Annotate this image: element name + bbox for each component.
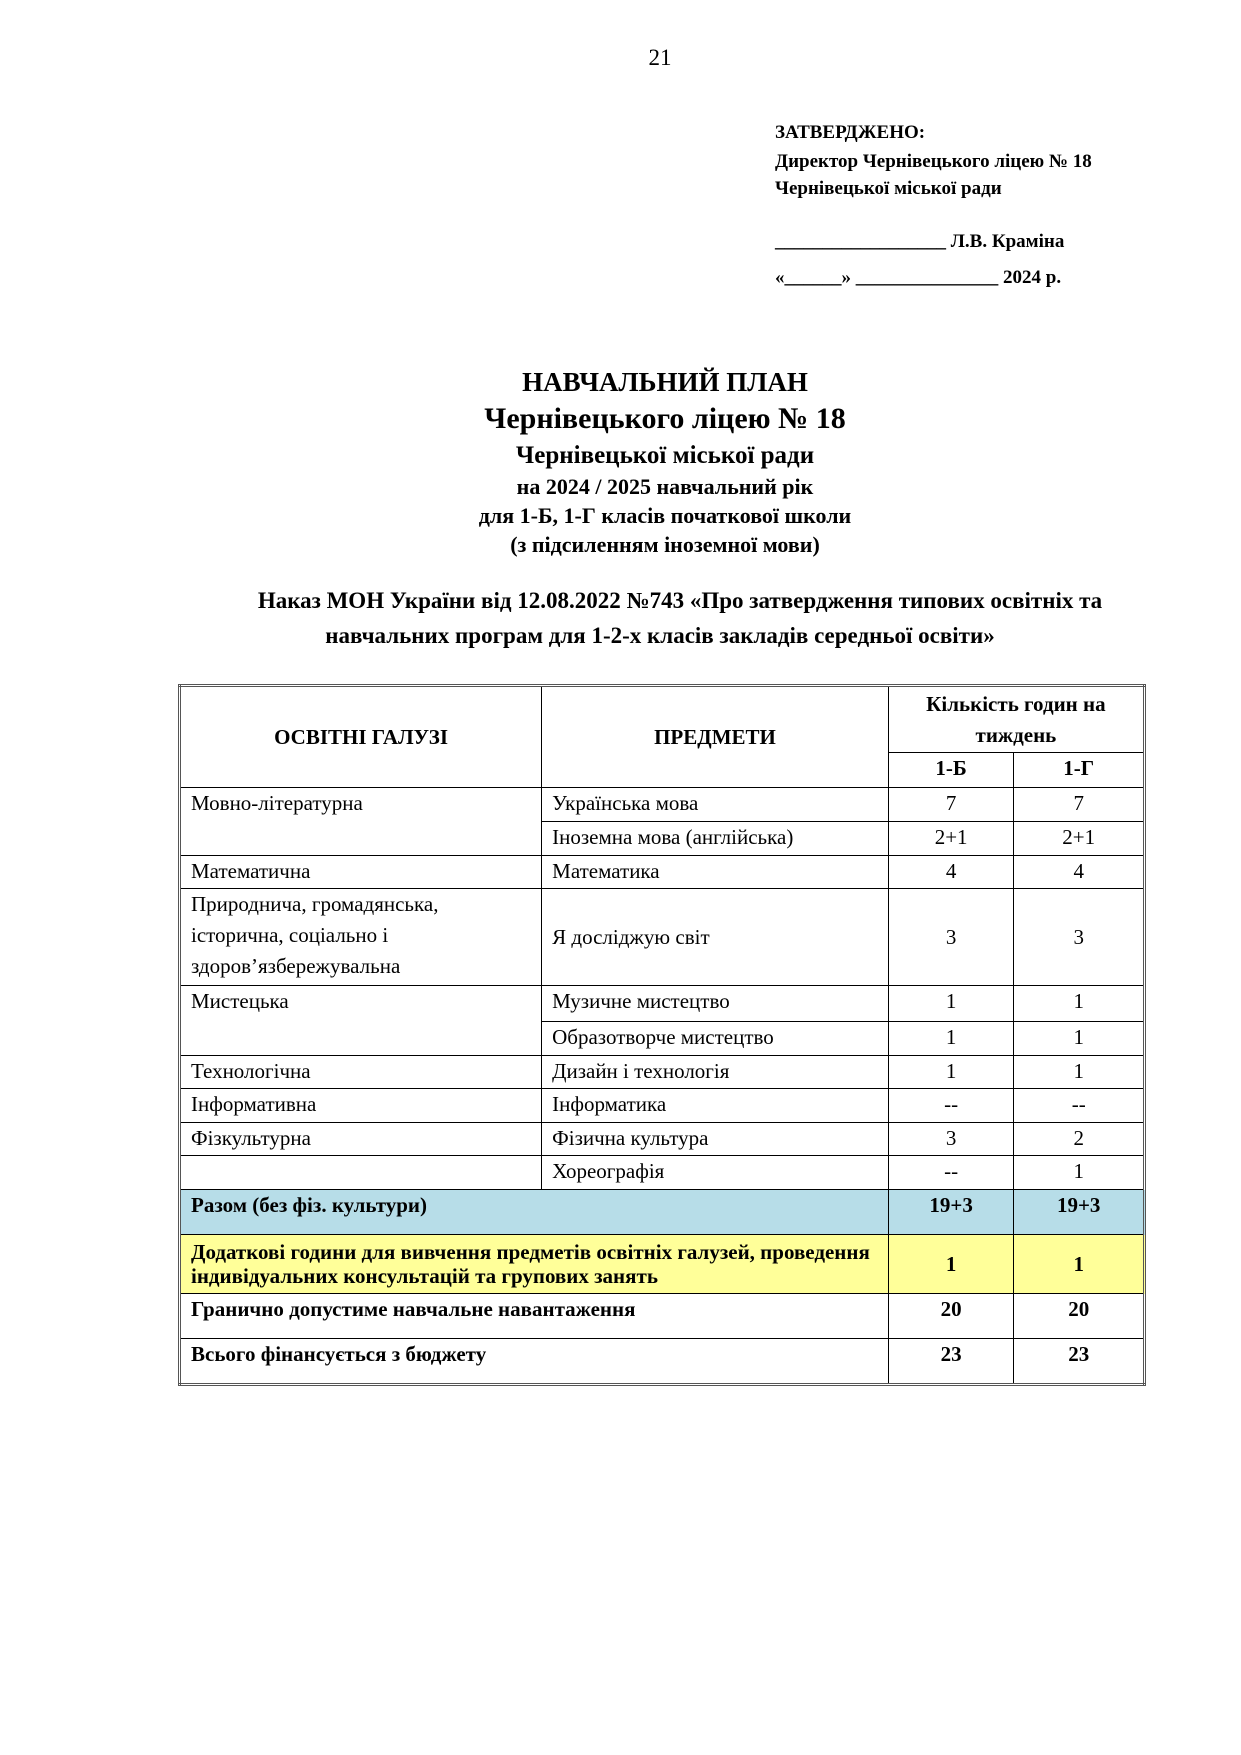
hours-1g: -- — [1013, 1088, 1145, 1123]
max-1b: 20 — [887, 1293, 1015, 1339]
doc-title: Чернівецького ліцею № 18 — [484, 402, 846, 435]
hours-1g: 1 — [1013, 985, 1145, 1022]
hours-1b: 4 — [887, 855, 1015, 889]
approval-signature: __________________ Л.В. Краміна — [775, 231, 1065, 252]
curriculum-table: ОСВІТНІ ГАЛУЗІ ПРЕДМЕТИ Кількість годин … — [178, 684, 1146, 1386]
header-subject: ПРЕДМЕТИ — [541, 685, 889, 788]
header-class-1b: 1-Б — [887, 752, 1015, 788]
hours-1b: -- — [887, 1155, 1015, 1190]
subject-cell: Я досліджую світ — [541, 888, 889, 986]
subject-cell: Образотворче мистецтво — [541, 1021, 889, 1056]
doc-title: НАВЧАЛЬНИЙ ПЛАН — [522, 367, 808, 397]
hours-1b: 1 — [887, 1021, 1015, 1056]
area-cell: Фізкультурна — [178, 1122, 543, 1156]
approval-line: Директор Чернівецького ліцею № 18 — [775, 151, 1092, 172]
page-number: 21 — [648, 45, 672, 70]
header-class-1g: 1-Г — [1013, 752, 1145, 788]
hours-1g: 1 — [1013, 1021, 1145, 1056]
budget-1b: 23 — [887, 1338, 1015, 1385]
total-label: Разом (без фіз. культури) — [179, 1189, 889, 1235]
approval-date: «______» _______________ 2024 р. — [775, 267, 1062, 288]
area-cell: Інформативна — [178, 1088, 543, 1123]
area-cell: Технологічна — [178, 1055, 543, 1089]
extra-1g: 1 — [1013, 1234, 1145, 1294]
hours-1b: -- — [887, 1088, 1015, 1123]
doc-subtitle: для 1-Б, 1-Г класів початкової школи — [478, 503, 852, 528]
hours-1b: 3 — [887, 1122, 1015, 1156]
order-text: навчальних програм для 1-2-х класів закл… — [325, 623, 995, 648]
hours-1g: 2+1 — [1013, 821, 1145, 856]
doc-subtitle: на 2024 / 2025 навчальний рік — [516, 474, 814, 499]
subject-cell: Фізична культура — [541, 1122, 889, 1156]
area-cell: Природнича, громадянська, історична, соц… — [178, 888, 543, 986]
subject-cell: Хореографія — [541, 1155, 889, 1190]
subject-cell: Інформатика — [541, 1088, 889, 1123]
hours-1g: 7 — [1013, 787, 1145, 822]
budget-label: Всього фінансується з бюджету — [179, 1338, 889, 1385]
hours-1b: 1 — [887, 1055, 1015, 1089]
hours-1g: 4 — [1013, 855, 1145, 889]
hours-1b: 3 — [887, 888, 1015, 986]
area-cell: Мовно-літературна — [178, 787, 543, 856]
total-1g: 19+3 — [1013, 1189, 1145, 1235]
header-area: ОСВІТНІ ГАЛУЗІ — [178, 685, 543, 788]
hours-1g: 3 — [1013, 888, 1145, 986]
hours-1g: 1 — [1013, 1055, 1145, 1089]
hours-1g: 2 — [1013, 1122, 1145, 1156]
hours-1b: 1 — [887, 985, 1015, 1022]
total-1b: 19+3 — [887, 1189, 1015, 1235]
area-cell: Математична — [178, 855, 543, 889]
hours-1b: 2+1 — [887, 821, 1015, 856]
subject-cell: Математика — [541, 855, 889, 889]
subject-cell: Іноземна мова (англійська) — [541, 821, 889, 856]
header-hours: Кількість годин на тиждень — [887, 685, 1146, 753]
hours-1b: 7 — [887, 787, 1015, 822]
subject-cell: Дизайн і технологія — [541, 1055, 889, 1089]
extra-hours-label: Додаткові години для вивчення предметів … — [179, 1234, 889, 1294]
approval-heading: ЗАТВЕРДЖЕНО: — [775, 122, 926, 143]
order-text: Наказ МОН України від 12.08.2022 №743 «П… — [257, 588, 1103, 613]
budget-1g: 23 — [1013, 1338, 1145, 1385]
area-cell — [178, 1155, 543, 1190]
doc-subtitle: Чернівецької міської ради — [515, 442, 815, 469]
hours-1g: 1 — [1013, 1155, 1145, 1190]
approval-line: Чернівецької міської ради — [775, 178, 1002, 199]
extra-1b: 1 — [887, 1234, 1015, 1294]
subject-cell: Українська мова — [541, 787, 889, 822]
max-load-label: Гранично допустиме навчальне навантаженн… — [179, 1293, 889, 1339]
max-1g: 20 — [1013, 1293, 1145, 1339]
subject-cell: Музичне мистецтво — [541, 985, 889, 1022]
area-cell: Мистецька — [178, 985, 543, 1056]
doc-subtitle: (з підсиленням іноземної мови) — [510, 532, 820, 557]
